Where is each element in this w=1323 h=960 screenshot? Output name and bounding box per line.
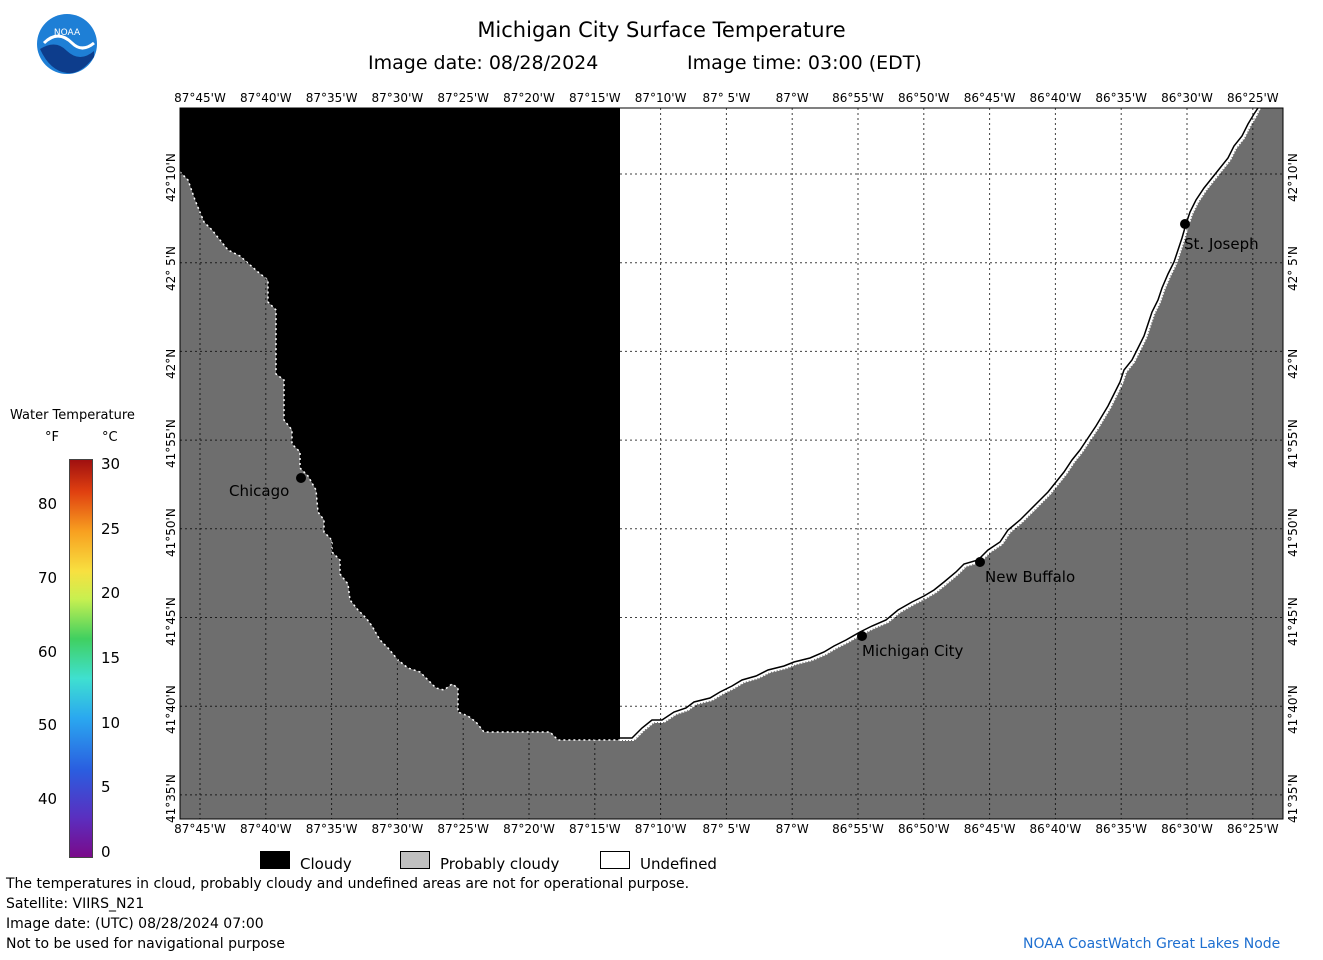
longitude-tick-label: 86°25'W [1226,822,1279,836]
noaa-logo: NOAA [37,14,97,74]
latitude-tick-label: 41°50'N [1286,507,1300,557]
city-label-michigan-city: Michigan City [862,642,964,660]
longitude-tick-label: 87°W [775,822,809,836]
longitude-tick-label: 86°40'W [1029,822,1082,836]
longitude-tick-label: 87°40'W [239,822,292,836]
longitude-tick-label: 87°10'W [634,91,687,105]
st-joseph-marker [1180,219,1190,229]
longitude-tick-label: 87°25'W [437,91,490,105]
legend-undefined-label: Undefined [640,855,717,873]
colorbar-c-tick: 10 [101,713,121,732]
legend-probably-cloudy-swatch [400,851,430,869]
image-date: Image date: 08/28/2024 [368,52,599,74]
latitude-tick-label: 42°N [164,349,178,380]
colorbar-f-tick: 60 [38,642,58,661]
latitude-tick-label: 41°40'N [164,685,178,735]
coastline-right [620,107,1261,741]
latitude-tick-label: 41°45'N [164,596,178,646]
longitude-tick-label: 87°20'W [503,822,555,836]
colorbar-unit-c: °C [102,430,118,445]
longitude-tick-label: 87° 5'W [702,91,751,105]
colorbar-gradient [69,459,93,858]
longitude-tick-label: 86°45'W [963,91,1016,105]
longitude-tick-label: 87°15'W [568,91,621,105]
longitude-tick-label: 86°35'W [1095,91,1148,105]
longitude-tick-label: 87°35'W [305,822,358,836]
longitude-tick-label: 87°30'W [371,822,424,836]
chicago-marker [296,473,306,483]
longitude-tick-label: 87°10'W [634,822,687,836]
colorbar-c-tick: 20 [101,584,121,603]
image-time: Image time: 03:00 (EDT) [687,52,922,74]
map-frame [179,107,1284,820]
colorbar-title: Water Temperature [10,408,135,423]
longitude-tick-label: 87°20'W [503,91,555,105]
footer-credit: NOAA CoastWatch Great Lakes Node [1023,936,1281,952]
longitude-tick-label: 87°45'W [174,822,226,836]
land-left [180,108,620,819]
latitude-tick-label: 42° 5'N [1286,245,1300,291]
noaa-logo-text: NOAA [54,28,81,38]
longitude-tick-label: 86°55'W [832,91,884,105]
longitude-tick-label: 87°45'W [174,91,226,105]
longitude-tick-label: 86°50'W [897,91,950,105]
footer-navigation-note: Not to be used for navigational purpose [6,936,285,952]
colorbar-c-tick: 25 [101,519,121,538]
footer-utc-date: Image date: (UTC) 08/28/2024 07:00 [6,916,264,932]
longitude-tick-label: 86°35'W [1095,822,1148,836]
footer-disclaimer: The temperatures in cloud, probably clou… [6,876,690,892]
longitude-tick-label: 87°35'W [305,91,358,105]
longitude-tick-label: 87°25'W [437,822,490,836]
latitude-tick-label: 41°50'N [164,507,178,557]
coastline-right-black [620,107,1259,739]
longitude-tick-label: 86°50'W [897,822,950,836]
latitude-tick-label: 42° 5'N [164,245,178,291]
longitude-tick-label: 87°30'W [371,91,424,105]
colorbar-c-tick: 30 [101,455,121,473]
longitude-tick-label: 87°40'W [239,91,292,105]
latitude-tick-label: 42°N [1286,349,1300,380]
latitude-tick-label: 42°10'N [164,153,178,202]
legend-cloudy-label: Cloudy [300,855,352,873]
longitude-tick-label: 86°25'W [1226,91,1279,105]
latitude-tick-label: 41°55'N [164,419,178,469]
land-right [620,108,1283,819]
longitude-tick-label: 87°W [775,91,809,105]
latitude-tick-label: 41°35'N [1286,774,1300,823]
longitude-tick-label: 86°30'W [1161,822,1213,836]
latitude-tick-label: 41°55'N [1286,419,1300,469]
legend-cloudy-swatch [260,851,290,869]
colorbar-c-tick: 15 [101,649,121,667]
longitude-tick-label: 87°15'W [568,822,621,836]
new-buffalo-marker [975,557,985,567]
legend-probably-cloudy-label: Probably cloudy [440,855,560,873]
colorbar-f-tick: 50 [38,716,58,735]
longitude-tick-label: 87° 5'W [702,822,751,836]
city-label-st-joseph: St. Joseph [1184,235,1259,253]
colorbar-f-tick: 40 [38,790,58,809]
longitude-tick-label: 86°55'W [832,822,884,836]
colorbar-c-tick: 5 [101,778,111,797]
cloudy-area [180,108,620,740]
graticule [180,108,1283,819]
latitude-tick-label: 41°45'N [1286,596,1300,646]
colorbar-unit-f: °F [45,430,59,445]
colorbar-f-tick: 70 [38,568,58,587]
legend-undefined-swatch [600,851,630,869]
map-title: Michigan City Surface Temperature [477,18,846,42]
longitude-tick-label: 86°45'W [963,822,1016,836]
city-label-new-buffalo: New Buffalo [985,568,1076,586]
michigan-city-marker [857,631,867,641]
colorbar-c-tick: 0 [101,843,111,861]
longitude-tick-label: 86°30'W [1161,91,1213,105]
footer-satellite: Satellite: VIIRS_N21 [6,896,145,912]
city-label-chicago: Chicago [229,482,290,500]
latitude-tick-label: 41°40'N [1286,685,1300,735]
longitude-tick-label: 86°40'W [1029,91,1082,105]
latitude-tick-label: 41°35'N [164,774,178,823]
colorbar-f-tick: 80 [38,495,58,513]
latitude-tick-label: 42°10'N [1286,153,1300,202]
